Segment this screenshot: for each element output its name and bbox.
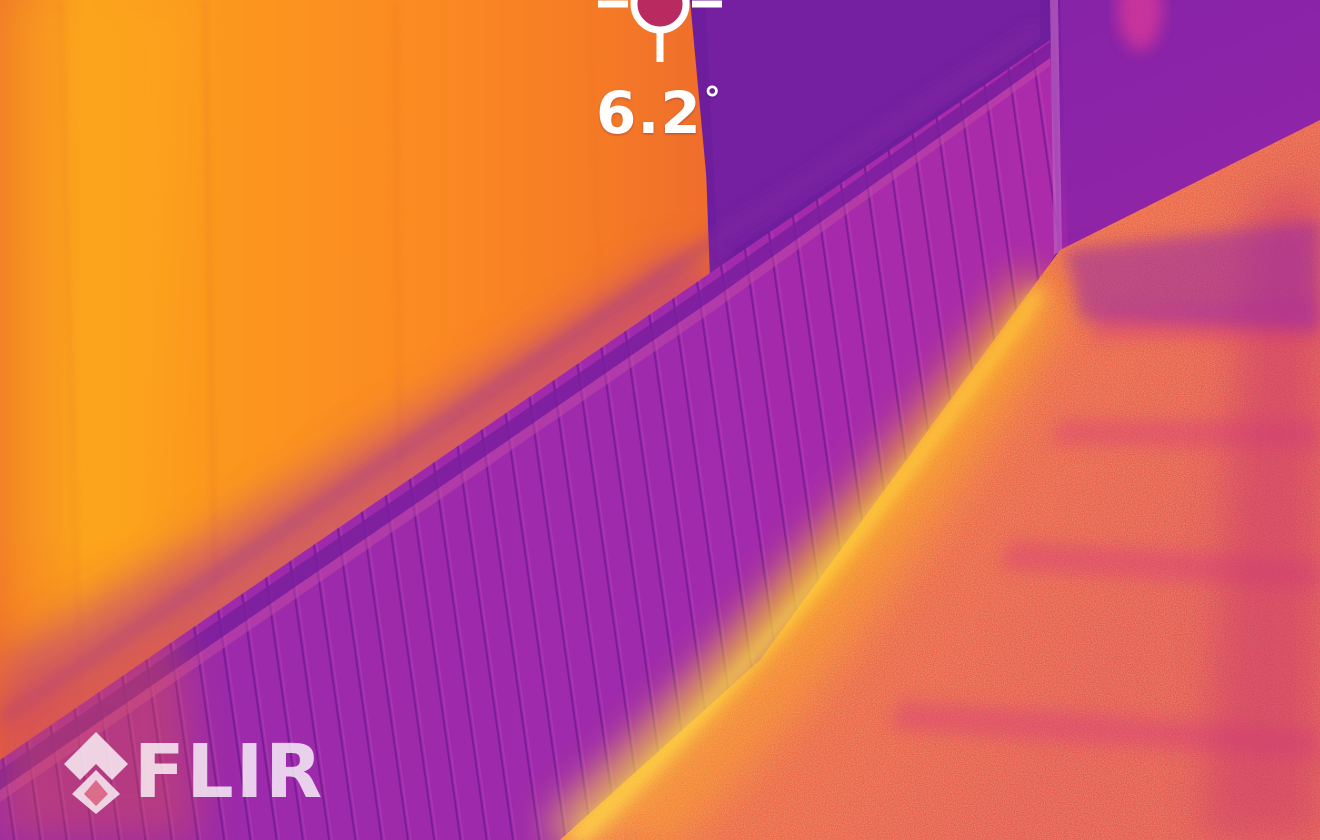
brand-logo: FLIR xyxy=(60,722,324,822)
flir-diamond-icon xyxy=(60,728,132,816)
temperature-unit: ° xyxy=(704,80,722,120)
crosshair-spot-icon xyxy=(598,0,722,65)
logo-text: FLIR xyxy=(134,722,324,822)
spot-temperature: 6.2° xyxy=(596,78,722,148)
temperature-value: 6.2 xyxy=(596,79,702,147)
